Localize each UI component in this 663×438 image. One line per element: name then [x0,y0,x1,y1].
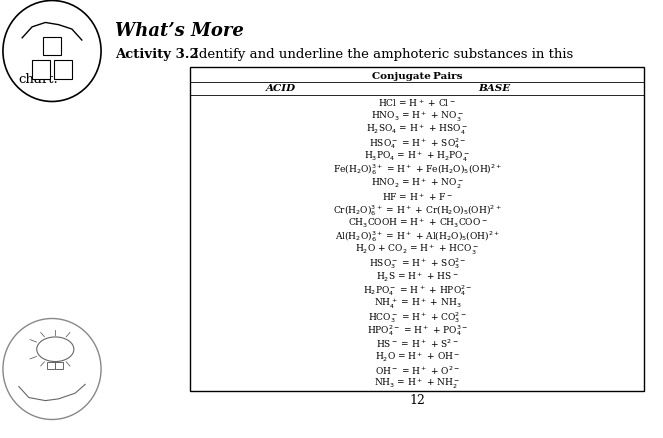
Text: H$_3$PO$_4$ = H$^+$ + H$_2$PO$_4^-$: H$_3$PO$_4$ = H$^+$ + H$_2$PO$_4^-$ [365,149,470,163]
Bar [54,61,72,80]
Text: HCl = H$^+$ + Cl$^-$: HCl = H$^+$ + Cl$^-$ [379,97,456,109]
Text: Conjugate Pairs: Conjugate Pairs [372,72,463,81]
Bar [190,68,644,392]
Text: H$_2$PO$_4^-$ = H$^+$ + HPO$_4^{2-}$: H$_2$PO$_4^-$ = H$^+$ + HPO$_4^{2-}$ [363,283,472,297]
Text: HSO$_4^-$ = H$^+$ + SO$_4^{2-}$: HSO$_4^-$ = H$^+$ + SO$_4^{2-}$ [369,135,466,150]
Text: HNO$_2$ = H$^+$ + NO$_2^-$: HNO$_2$ = H$^+$ + NO$_2^-$ [371,176,464,190]
Bar [42,38,61,56]
Bar [47,362,63,370]
Text: NH$_4^+$ = H$^+$ + NH$_3$: NH$_4^+$ = H$^+$ + NH$_3$ [373,296,461,310]
Text: Identify and underline the amphoteric substances in this: Identify and underline the amphoteric su… [185,48,573,61]
Text: H$_2$O + CO$_2$ = H$^+$ + HCO$_3^-$: H$_2$O + CO$_2$ = H$^+$ + HCO$_3^-$ [355,243,479,257]
Text: NH$_3$ = H$^+$ + NH$_2^-$: NH$_3$ = H$^+$ + NH$_2^-$ [375,376,460,390]
Text: OH$^-$ = H$^+$ + O$^{2-}$: OH$^-$ = H$^+$ + O$^{2-}$ [375,364,460,376]
Text: HPO$_4^{2-}$ = H$^+$ + PO$_4^{3-}$: HPO$_4^{2-}$ = H$^+$ + PO$_4^{3-}$ [367,322,468,337]
Text: HF = H$^+$ + F$^-$: HF = H$^+$ + F$^-$ [382,191,453,202]
Text: HSO$_3^-$ = H$^+$ + SO$_3^{2-}$: HSO$_3^-$ = H$^+$ + SO$_3^{2-}$ [369,256,466,271]
Text: Fe(H$_2$O)$_6^{3+}$ = H$^+$ + Fe(H$_2$O)$_5$(OH)$^{2+}$: Fe(H$_2$O)$_6^{3+}$ = H$^+$ + Fe(H$_2$O)… [333,162,502,177]
Text: ACID: ACID [266,84,296,93]
Text: Activity 3.2: Activity 3.2 [115,48,199,61]
Text: H$_2$SO$_4$ = H$^+$ + HSO$_4^-$: H$_2$SO$_4$ = H$^+$ + HSO$_4^-$ [367,123,468,137]
Text: CH$_3$COOH = H$^+$ + CH$_3$COO$^-$: CH$_3$COOH = H$^+$ + CH$_3$COO$^-$ [347,216,487,230]
Text: HS$^-$ = H$^+$ + S$^{2-}$: HS$^-$ = H$^+$ + S$^{2-}$ [376,337,459,350]
Text: What’s More: What’s More [115,22,244,40]
Text: 12: 12 [410,393,425,406]
Text: HCO$_3^-$ = H$^+$ + CO$_3^{2-}$: HCO$_3^-$ = H$^+$ + CO$_3^{2-}$ [368,309,467,324]
Text: HNO$_3$ = H$^+$ + NO$_3^-$: HNO$_3$ = H$^+$ + NO$_3^-$ [371,109,464,123]
Text: Cr(H$_2$O)$_6^{3+}$ = H$^+$ + Cr(H$_2$O)$_5$(OH)$^{2+}$: Cr(H$_2$O)$_6^{3+}$ = H$^+$ + Cr(H$_2$O)… [333,202,502,217]
Bar [32,61,50,80]
Text: H$_2$O = H$^+$ + OH$^-$: H$_2$O = H$^+$ + OH$^-$ [375,350,460,363]
Text: chart.: chart. [18,73,58,86]
Text: H$_2$S = H$^+$ + HS$^-$: H$_2$S = H$^+$ + HS$^-$ [376,270,459,283]
Text: BASE: BASE [479,84,511,93]
Text: Al(H$_2$O)$_6^{3+}$ = H$^+$ + Al(H$_2$O)$_5$(OH)$^{2+}$: Al(H$_2$O)$_6^{3+}$ = H$^+$ + Al(H$_2$O)… [335,229,500,244]
